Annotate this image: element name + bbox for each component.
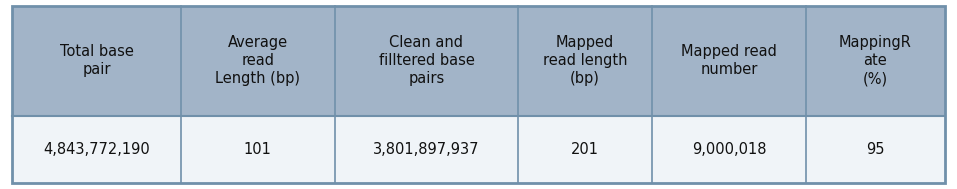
Text: 95: 95 [866, 142, 884, 157]
Text: Total base
pair: Total base pair [59, 44, 134, 77]
Bar [12, 6, 945, 116]
Text: 9,000,018: 9,000,018 [692, 142, 767, 157]
Text: Average
read
Length (bp): Average read Length (bp) [215, 35, 300, 86]
Text: 101: 101 [244, 142, 272, 157]
Text: MappingR
ate
(%): MappingR ate (%) [838, 35, 912, 86]
Text: 201: 201 [571, 142, 599, 157]
Text: Mapped
read length
(bp): Mapped read length (bp) [543, 35, 628, 86]
Bar [12, 116, 945, 183]
Text: Clean and
filltered base
pairs: Clean and filltered base pairs [379, 35, 475, 86]
Text: 4,843,772,190: 4,843,772,190 [43, 142, 150, 157]
Text: Mapped read
number: Mapped read number [681, 44, 777, 77]
Text: 3,801,897,937: 3,801,897,937 [373, 142, 479, 157]
